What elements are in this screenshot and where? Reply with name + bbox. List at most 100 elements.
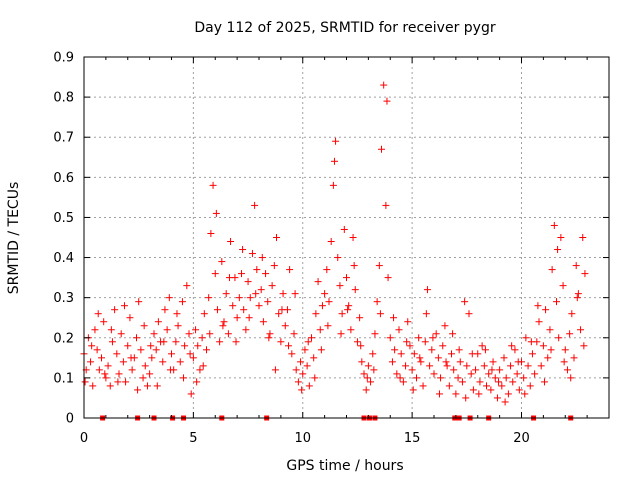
data-point	[351, 286, 359, 294]
axis-ticks	[83, 56, 609, 419]
data-point	[383, 97, 391, 105]
y-tick-label: 0	[66, 412, 74, 427]
data-point	[134, 386, 142, 394]
data-point	[100, 318, 108, 326]
data-point	[435, 390, 443, 398]
data-point	[537, 362, 545, 370]
data-point	[406, 342, 414, 350]
data-point	[380, 81, 388, 89]
data-point	[294, 378, 302, 386]
data-point	[370, 366, 378, 374]
data-point	[259, 318, 267, 326]
data-point	[229, 302, 237, 310]
data-point	[209, 181, 217, 189]
data-point	[491, 374, 499, 382]
data-point	[522, 334, 530, 342]
data-point	[403, 338, 411, 346]
y-tick-label: 0.1	[53, 371, 74, 386]
data-point	[115, 370, 123, 378]
x-tick-labels: 0 5 10 15 20	[80, 431, 530, 446]
data-point	[277, 338, 285, 346]
data-point	[547, 346, 555, 354]
data-point	[133, 334, 140, 342]
data-point	[404, 318, 412, 326]
data-point	[409, 386, 417, 394]
data-point	[442, 358, 450, 366]
data-point	[107, 326, 115, 334]
data-point	[396, 374, 404, 382]
data-point	[253, 266, 261, 274]
data-point	[324, 322, 332, 330]
data-point	[540, 378, 548, 386]
data-point	[357, 342, 365, 350]
data-point	[189, 354, 197, 362]
data-point	[467, 370, 475, 378]
data-point	[153, 382, 161, 390]
data-point	[304, 338, 312, 346]
data-point	[166, 366, 174, 374]
data-point	[225, 274, 233, 282]
data-point	[152, 346, 160, 354]
data-point	[95, 366, 103, 374]
data-point	[337, 330, 345, 338]
data-point	[266, 330, 274, 338]
data-point	[399, 378, 407, 386]
data-point	[257, 286, 265, 294]
data-point	[574, 290, 582, 298]
data-point	[321, 290, 329, 298]
data-point	[493, 394, 501, 402]
data-point	[475, 390, 483, 398]
data-point	[338, 310, 346, 318]
data-point	[376, 310, 384, 318]
data-point	[539, 342, 547, 350]
data-point	[390, 314, 398, 322]
data-point	[542, 306, 550, 314]
data-point	[488, 366, 496, 374]
data-point	[147, 342, 155, 350]
data-point	[561, 346, 569, 354]
data-point	[353, 338, 361, 346]
data-point	[483, 382, 490, 390]
data-point	[194, 342, 202, 350]
data-point	[439, 342, 447, 350]
data-point	[196, 366, 204, 374]
data-point	[559, 282, 567, 290]
data-point	[143, 382, 151, 390]
data-point	[345, 302, 353, 310]
data-point	[550, 221, 558, 229]
data-point	[316, 326, 324, 334]
data-point	[246, 294, 254, 302]
data-point	[500, 354, 508, 362]
data-point	[301, 346, 309, 354]
data-point	[334, 254, 342, 262]
data-point	[314, 278, 322, 286]
data-point	[375, 262, 383, 270]
data-point	[160, 338, 168, 346]
data-point	[198, 334, 206, 342]
data-point	[422, 310, 430, 318]
data-points	[80, 81, 589, 406]
data-point	[468, 350, 476, 358]
data-point	[120, 302, 128, 310]
data-point	[495, 378, 503, 386]
y-tick-label: 0.8	[53, 91, 74, 106]
data-point	[340, 225, 348, 233]
y-tick-label: 0.3	[53, 291, 74, 306]
data-point	[106, 382, 114, 390]
data-point	[102, 374, 110, 382]
x-tick-label: 0	[80, 431, 88, 446]
data-point	[327, 238, 335, 246]
data-point	[183, 282, 191, 290]
data-point	[568, 310, 576, 318]
data-point	[101, 370, 109, 378]
data-point	[268, 282, 276, 290]
data-point	[207, 229, 215, 237]
data-point	[423, 286, 431, 294]
data-point	[513, 370, 521, 378]
data-point	[264, 298, 272, 306]
data-point	[378, 145, 385, 153]
data-point	[520, 374, 528, 382]
data-point	[146, 370, 154, 378]
data-point	[262, 270, 270, 278]
data-point	[548, 266, 556, 274]
